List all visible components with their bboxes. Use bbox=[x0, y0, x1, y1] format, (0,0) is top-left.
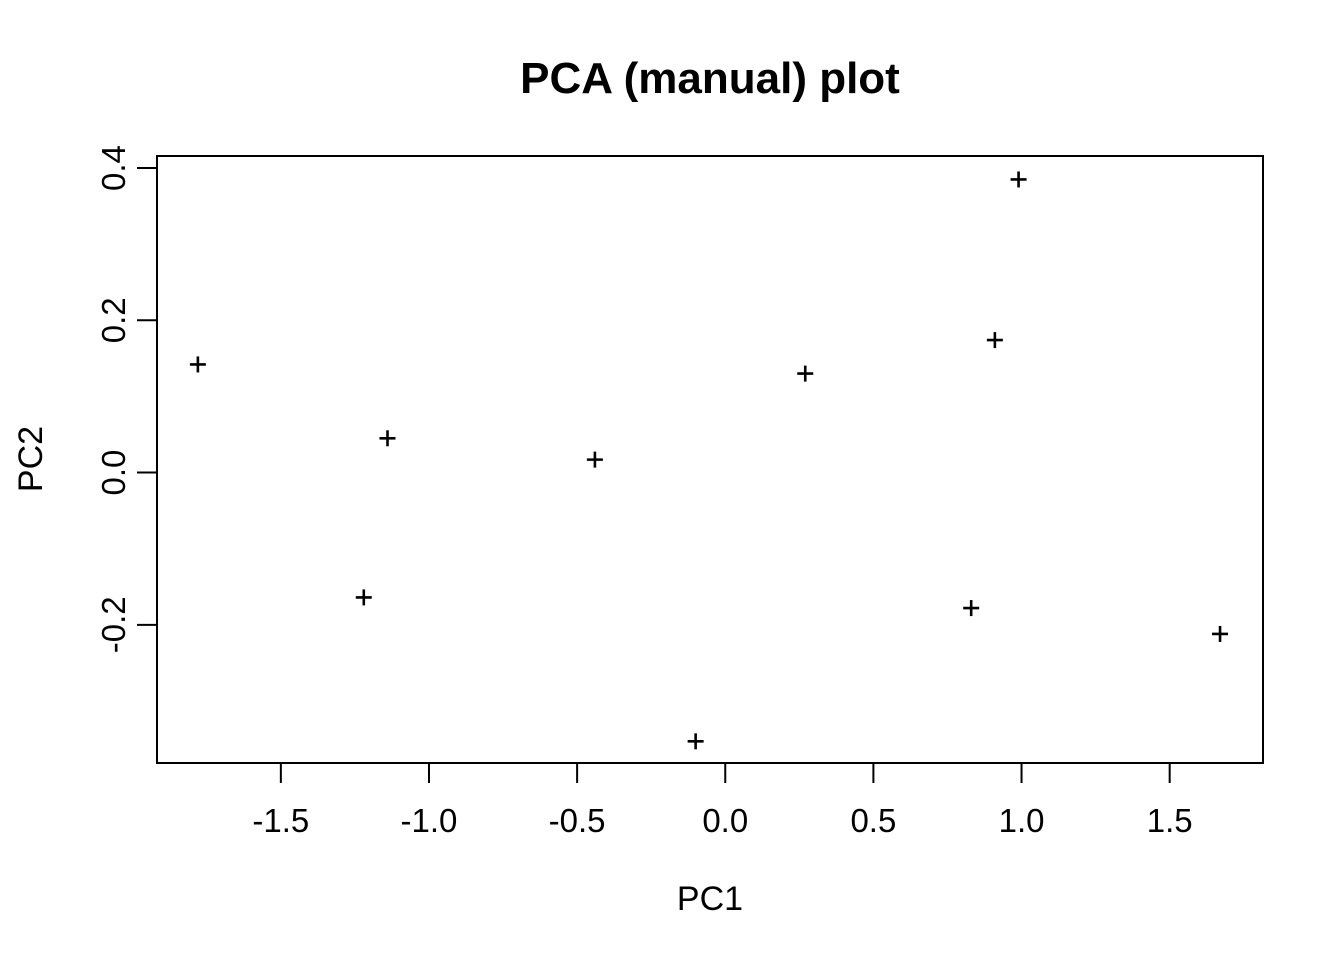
y-tick-label: 0.4 bbox=[95, 145, 132, 191]
x-axis-ticks: -1.5 -1.0 -0.5 0.0 0.5 1.0 1.5 bbox=[252, 763, 1193, 839]
data-point-marker bbox=[355, 589, 372, 606]
x-axis-title: PC1 bbox=[677, 880, 743, 918]
chart-title: PCA (manual) plot bbox=[520, 54, 900, 103]
data-point-marker bbox=[687, 733, 704, 750]
x-tick-label: -1.0 bbox=[401, 802, 458, 839]
plot-box-border bbox=[156, 155, 1264, 764]
x-tick-label: -1.5 bbox=[252, 802, 309, 839]
data-point-marker bbox=[963, 600, 980, 617]
x-tick-label: 0.0 bbox=[702, 802, 748, 839]
x-tick-label: -0.5 bbox=[549, 802, 606, 839]
data-point-marker bbox=[189, 356, 206, 373]
data-point-marker bbox=[1212, 625, 1229, 642]
data-point-marker bbox=[797, 365, 814, 382]
data-point-marker bbox=[379, 430, 396, 447]
x-tick-label: 1.0 bbox=[999, 802, 1045, 839]
data-point-marker bbox=[586, 451, 603, 468]
x-tick-label: 1.5 bbox=[1147, 802, 1193, 839]
y-tick-label: -0.2 bbox=[95, 596, 132, 653]
y-axis-ticks: -0.2 0.0 0.2 0.4 bbox=[95, 145, 157, 653]
y-tick-label: 0.2 bbox=[95, 297, 132, 343]
y-tick-label: 0.0 bbox=[95, 450, 132, 496]
y-axis-title: PC2 bbox=[12, 426, 50, 492]
x-tick-label: 0.5 bbox=[850, 802, 896, 839]
data-point-marker bbox=[986, 332, 1003, 349]
data-points bbox=[189, 171, 1229, 750]
data-point-marker bbox=[1010, 171, 1027, 188]
